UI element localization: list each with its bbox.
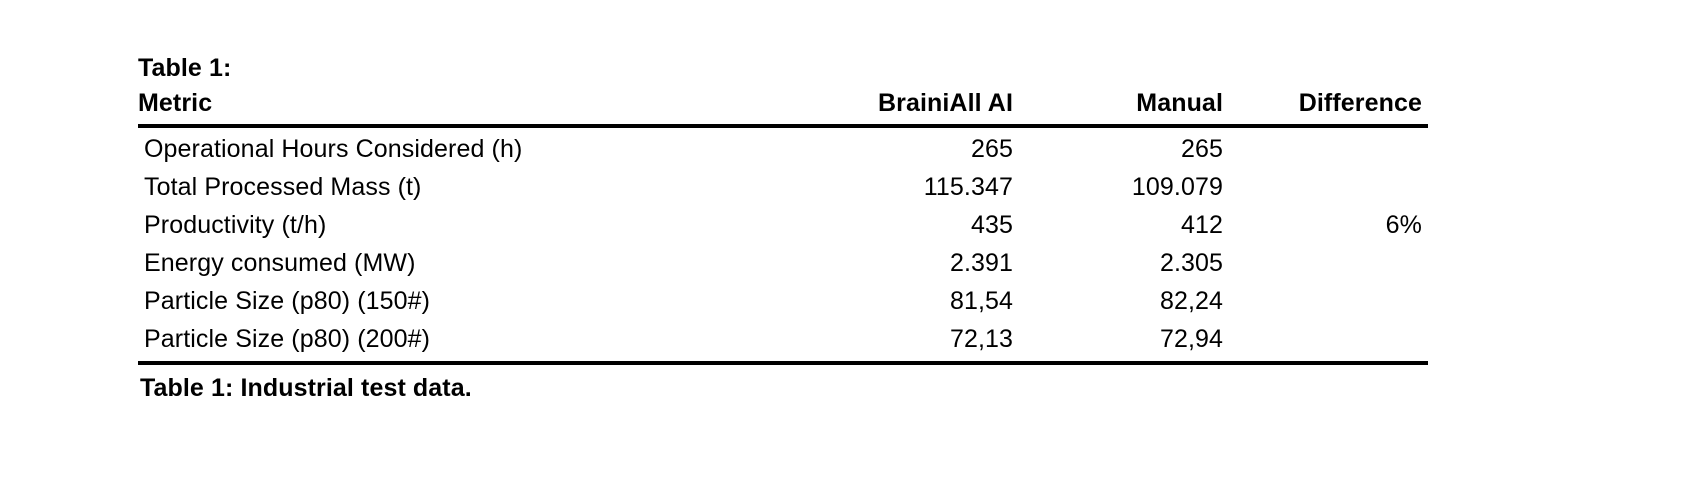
table-row: Productivity (t/h) 435 412 6%: [138, 207, 1428, 245]
cell-metric: Particle Size (p80) (200#): [144, 325, 431, 354]
cell-metric: Energy consumed (MW): [144, 249, 416, 278]
table-row: Energy consumed (MW) 2.391 2.305: [138, 245, 1428, 283]
column-header-manual: Manual: [1033, 89, 1243, 129]
column-header-difference: Difference: [1243, 89, 1428, 129]
cell-manual: 412: [1180, 211, 1223, 240]
column-header-brainiall-ai: BrainiAll AI: [818, 89, 1033, 129]
cell-manual: 72,94: [1159, 325, 1223, 354]
cell-difference: [1243, 283, 1428, 321]
table-body: Operational Hours Considered (h) 265 265…: [138, 126, 1428, 361]
cell-difference: 6%: [1385, 211, 1422, 240]
cell-brainiall-ai: 72,13: [949, 325, 1013, 354]
cell-brainiall-ai: 115.347: [923, 173, 1013, 202]
cell-metric: Productivity (t/h): [144, 211, 327, 240]
table-header-row: Metric BrainiAll AI Manual Difference: [138, 89, 1428, 129]
column-header-metric: Metric: [138, 89, 818, 129]
cell-brainiall-ai: 2.391: [949, 249, 1013, 278]
cell-metric: Particle Size (p80) (150#): [144, 287, 431, 316]
table-caption: Table 1: Industrial test data.: [140, 374, 472, 403]
cell-metric: Operational Hours Considered (h): [144, 135, 523, 164]
cell-manual: 109.079: [1131, 173, 1223, 202]
cell-difference: [1243, 169, 1428, 207]
cell-manual: 2.305: [1159, 249, 1223, 278]
cell-manual: 265: [1180, 135, 1223, 164]
cell-difference: [1243, 126, 1428, 169]
industrial-test-data-table: Metric BrainiAll AI Manual Difference Op…: [138, 89, 1428, 361]
table-bottom-rule: [138, 361, 1428, 366]
table-row: Operational Hours Considered (h) 265 265: [138, 126, 1428, 169]
cell-brainiall-ai: 81,54: [949, 287, 1013, 316]
cell-difference: [1243, 321, 1428, 362]
table-label: Table 1:: [138, 54, 232, 82]
table-row: Particle Size (p80) (150#) 81,54 82,24: [138, 283, 1428, 321]
cell-metric: Total Processed Mass (t): [144, 173, 422, 202]
table-container: Table 1: Metric BrainiAll AI Manual Diff…: [138, 50, 1428, 403]
cell-difference: [1243, 245, 1428, 283]
table-header: Metric BrainiAll AI Manual Difference: [138, 89, 1428, 129]
cell-brainiall-ai: 435: [970, 211, 1013, 240]
cell-brainiall-ai: 265: [970, 135, 1013, 164]
table-row: Total Processed Mass (t) 115.347 109.079: [138, 169, 1428, 207]
table-row: Particle Size (p80) (200#) 72,13 72,94: [138, 321, 1428, 362]
cell-manual: 82,24: [1159, 287, 1223, 316]
